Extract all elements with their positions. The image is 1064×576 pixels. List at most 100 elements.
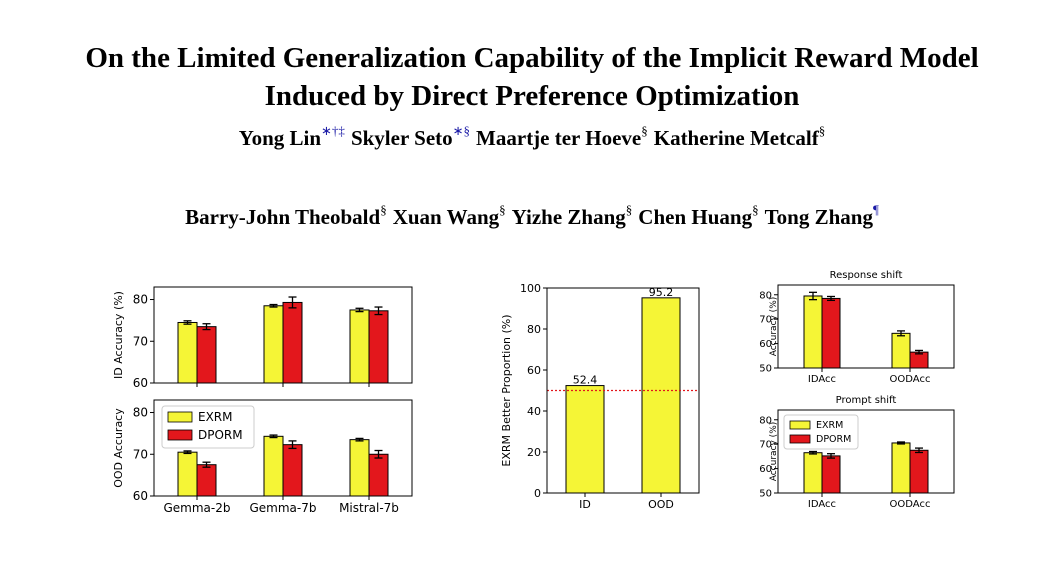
author-name-text: Maartje ter Hoeve [476,126,642,150]
author-name: Maartje ter Hoeve§ [476,123,648,150]
author-name-text: Yong Lin [238,126,322,150]
y-tick-label: 70 [759,440,772,451]
y-tick-label: 80 [759,415,772,426]
x-tick-label: OODAcc [890,499,931,510]
author-name-text: Barry-John Theobald [185,205,381,229]
legend-swatch-dporm [789,434,811,444]
y-tick-label: 70 [759,315,772,326]
y-tick-label: 40 [527,405,541,418]
chart-ood-accuracy: 60 70 80 OOD Accuracy Gemma-2b Gemma-7b Mistra… [112,399,413,515]
y-tick-label: 60 [133,376,148,390]
y-tick-label: 60 [133,489,148,503]
bar-dporm-gemma-2b [196,326,217,384]
x-tick-label: Mistral-7b [339,501,399,515]
author-list-line-2: Barry-John Theobald§ Xuan Wang§ Yizhe Zhan… [0,202,1064,230]
y-tick-label: 80 [759,290,772,301]
x-tick-label: OODAcc [890,374,931,385]
x-tick-label: ID [579,498,591,511]
author-name: Katherine Metcalf§ [653,123,826,150]
y-tick-label: 0 [534,487,541,500]
chart-title: Response shift [830,270,903,281]
chart-title: Prompt shift [836,395,897,406]
paper-title-line-2: Induced by Direct Preference Optimizatio… [264,80,800,112]
bar-dporm-gemma-7b [282,444,303,497]
y-axis-label: Accuracy (%) [769,297,779,357]
y-tick-label: 50 [759,489,772,500]
y-tick-label: 60 [759,339,772,350]
y-axis-label: Accuracy (%) [769,422,779,482]
plot-frame [777,284,955,369]
bar-exrm-gemma-7b [263,305,284,384]
author-affiliation-mark: ∗†‡ [321,123,345,138]
data-label: 52.4 [573,374,598,387]
author-list-line-1: Yong Lin∗†‡ Skyler Seto∗§ Maartje ter Hoev… [0,123,1064,151]
y-tick-label: 60 [527,364,541,377]
x-tick-label: Gemma-7b [250,501,317,515]
author-name-text: Chen Huang [638,205,753,229]
bar-dporm-gemma-7b [282,301,303,384]
y-tick-label: 80 [133,293,148,307]
bar-exrm-idacc [803,295,823,369]
bar-dporm-oodacc [909,449,929,494]
bar-exrm-mistral-7b [349,309,370,384]
author-name: Skyler Seto∗§ [350,123,471,150]
author-name: Chen Huang§ [638,202,759,229]
bar-dporm-mistral-7b [368,453,389,497]
y-tick-label: 100 [520,282,541,295]
bar-exrm-gemma-2b [177,321,198,384]
author-name-text: Xuan Wang [392,205,500,229]
author-name: Xuan Wang§ [392,202,506,229]
author-name-text: Katherine Metcalf [653,126,819,150]
data-label: 95.2 [649,286,674,299]
x-tick-label: IDAcc [808,374,836,385]
author-name-text: Tong Zhang [764,205,873,229]
author-name: Tong Zhang¶ [764,202,879,229]
x-tick-label: Gemma-2b [164,501,231,515]
bar-dporm-gemma-2b [196,464,217,497]
chart-exrm-better-proportion: 0 20 40 60 80 100 EXRM Better Proportion (%) 52… [500,282,700,511]
author-affiliation-mark: § [818,123,826,138]
legend-label-dporm: DPORM [816,434,851,445]
bar-dporm-idacc [821,455,841,494]
legend-label-dporm: DPORM [198,428,243,442]
author-affiliation-mark: § [625,202,633,217]
bar-exrm-gemma-2b [177,451,198,497]
legend-swatch-exrm [167,411,193,423]
bar-dporm-oodacc [909,351,929,369]
y-tick-label: 70 [133,334,148,348]
y-axis-label: ID Accuracy (%) [112,291,125,379]
x-tick-label: OOD [648,498,674,511]
author-name: Yizhe Zhang§ [512,202,633,229]
y-tick-label: 70 [133,447,148,461]
author-affiliation-mark: § [752,202,759,217]
y-axis-label: EXRM Better Proportion (%) [500,314,513,466]
author-name: Yong Lin∗†‡ [238,123,345,150]
x-tick-label: IDAcc [808,499,836,510]
legend-swatch-dporm [167,429,193,441]
bar-dporm-mistral-7b [368,310,389,384]
author-affiliation-mark: § [499,202,506,217]
author-affiliation-mark: § [641,123,648,138]
bar-exrm-idacc [803,452,823,494]
y-tick-label: 80 [527,323,541,336]
paper-title-line-1: On the Limited Generalization Capability… [85,42,979,74]
bar-exrm-oodacc [891,442,911,494]
y-tick-label: 80 [133,406,148,420]
bar-exrm-id [565,385,605,494]
plot-frame [546,287,700,494]
legend-label-exrm: EXRM [816,420,843,431]
legend-swatch-exrm [789,420,811,430]
legend-label-exrm: EXRM [198,410,233,424]
y-tick-label: 60 [759,464,772,475]
bar-exrm-gemma-7b [263,435,284,497]
author-affiliation-mark: § [380,202,387,217]
author-name-text: Skyler Seto [350,126,453,150]
y-tick-label: 20 [527,446,541,459]
author-affiliation-mark: ∗§ [452,123,471,138]
bar-exrm-ood [641,297,681,494]
author-name: Barry-John Theobald§ [185,202,387,229]
bar-exrm-oodacc [891,332,911,369]
